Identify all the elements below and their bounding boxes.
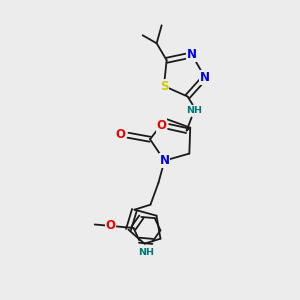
Text: N: N [160, 154, 170, 167]
Text: N: N [200, 71, 210, 84]
Text: S: S [160, 80, 168, 92]
Text: O: O [157, 119, 166, 132]
Text: N: N [187, 48, 197, 62]
Text: NH: NH [139, 248, 154, 257]
Text: O: O [106, 219, 116, 232]
Text: NH: NH [187, 106, 202, 115]
Text: O: O [115, 128, 125, 141]
